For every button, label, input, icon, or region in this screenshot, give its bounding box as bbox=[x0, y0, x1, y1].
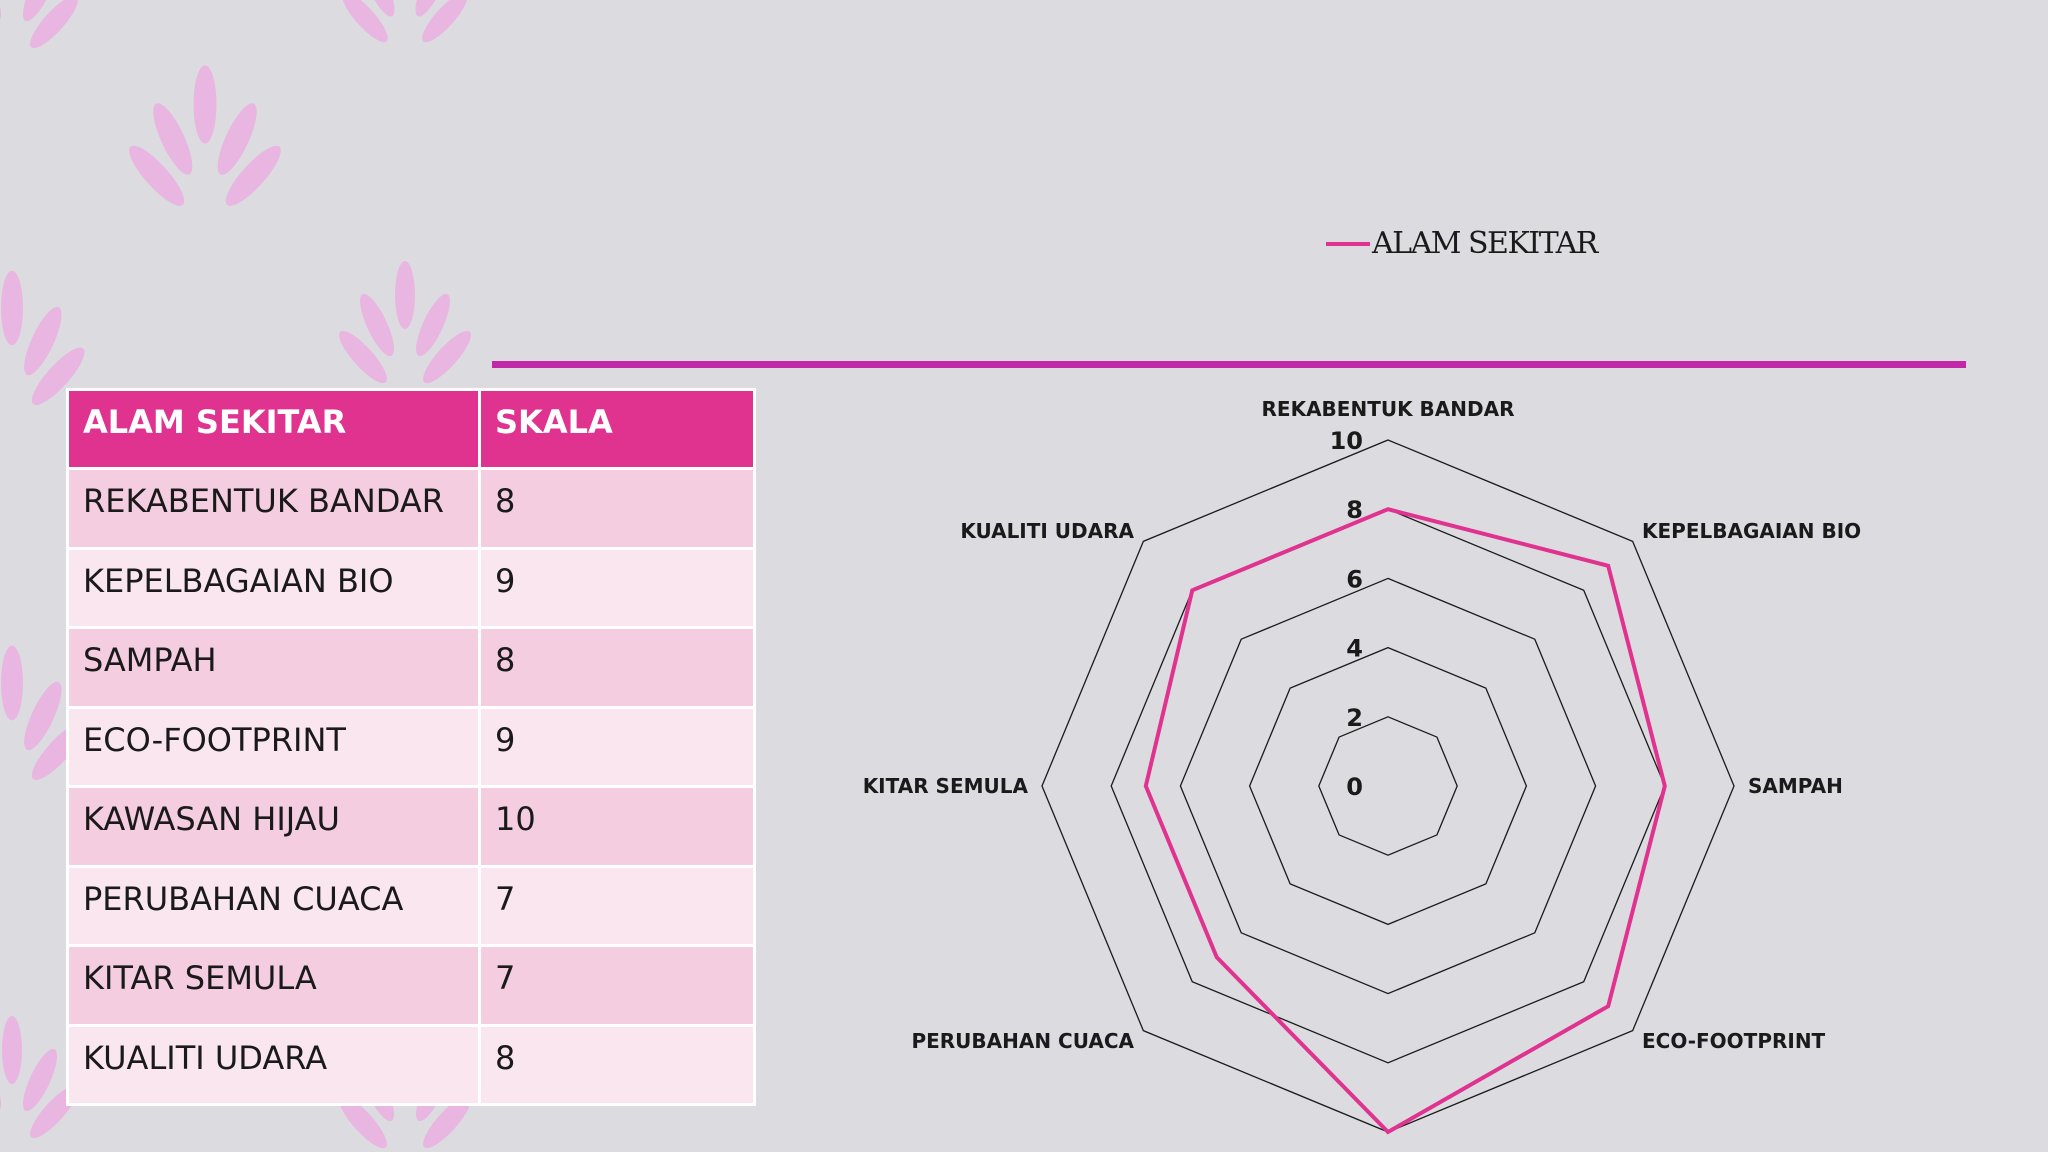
table-cell-label: KUALITI UDARA bbox=[66, 1023, 481, 1106]
category-label: REKABENTUK BANDAR bbox=[1262, 397, 1515, 421]
tick-label: 2 bbox=[1346, 704, 1363, 732]
table-row: SAMPAH 8 bbox=[66, 626, 756, 709]
category-label: ECO-FOOTPRINT bbox=[1642, 1029, 1826, 1053]
table-row: KEPELBAGAIAN BIO 9 bbox=[66, 546, 756, 629]
table-cell-value: 8 bbox=[478, 626, 756, 709]
table-cell-value: 7 bbox=[478, 864, 756, 947]
tick-label: 0 bbox=[1346, 773, 1363, 801]
tick-label: 8 bbox=[1346, 496, 1363, 524]
table-header-cell: ALAM SEKITAR bbox=[66, 388, 481, 470]
leaf-sprig-decoration bbox=[1, 270, 85, 405]
leaf-sprig-decoration bbox=[0, 1016, 78, 1139]
leaf-decoration bbox=[0, 0, 471, 1149]
table-row: KAWASAN HIJAU 10 bbox=[66, 785, 756, 868]
table-cell-label: SAMPAH bbox=[66, 626, 481, 709]
table-cell-label: ECO-FOOTPRINT bbox=[66, 705, 481, 788]
leaf-sprig-decoration bbox=[1, 645, 85, 780]
grid-ring bbox=[1179, 577, 1597, 995]
series-line bbox=[1143, 507, 1667, 1135]
category-label: KITAR SEMULA bbox=[863, 774, 1029, 798]
table-row: REKABENTUK BANDAR 8 bbox=[66, 467, 756, 550]
table-row: PERUBAHAN CUACA 7 bbox=[66, 864, 756, 947]
grid-ring bbox=[1318, 716, 1458, 856]
category-label: KEPELBAGAIAN BIO bbox=[1642, 519, 1861, 543]
table-cell-value: 9 bbox=[478, 546, 756, 629]
legend-swatch bbox=[1326, 241, 1370, 246]
chart-legend: ALAM SEKITAR bbox=[1326, 226, 1598, 261]
grid-ring bbox=[1248, 646, 1528, 926]
tick-label: 4 bbox=[1346, 635, 1363, 663]
table-cell-value: 7 bbox=[478, 944, 756, 1027]
leaf-sprig-decoration bbox=[129, 65, 281, 206]
leaf-sprig-decoration bbox=[342, 0, 468, 43]
table-cell-value: 10 bbox=[478, 785, 756, 868]
grid-ring bbox=[1110, 508, 1666, 1064]
table-cell-label: KEPELBAGAIAN BIO bbox=[66, 546, 481, 629]
table-cell-label: PERUBAHAN CUACA bbox=[66, 864, 481, 947]
table-row: ECO-FOOTPRINT 9 bbox=[66, 705, 756, 788]
category-label: PERUBAHAN CUACA bbox=[911, 1029, 1134, 1053]
table-cell-label: KITAR SEMULA bbox=[66, 944, 481, 1027]
data-table: ALAM SEKITAR SKALA REKABENTUK BANDAR 8 K… bbox=[66, 388, 756, 1106]
table-header-cell: SKALA bbox=[478, 388, 756, 470]
table-header-row: ALAM SEKITAR SKALA bbox=[66, 388, 756, 470]
table-row: KITAR SEMULA 7 bbox=[66, 944, 756, 1027]
leaf-sprig-decoration bbox=[0, 0, 78, 49]
category-label: SAMPAH bbox=[1748, 774, 1843, 798]
table-cell-label: KAWASAN HIJAU bbox=[66, 785, 481, 868]
table-cell-value: 8 bbox=[478, 467, 756, 550]
legend-label: ALAM SEKITAR bbox=[1372, 226, 1598, 261]
table-cell-label: REKABENTUK BANDAR bbox=[66, 467, 481, 550]
leaf-sprig-decoration bbox=[339, 261, 471, 384]
table-row: KUALITI UDARA 8 bbox=[66, 1023, 756, 1106]
tick-label: 6 bbox=[1346, 565, 1363, 593]
category-label: KUALITI UDARA bbox=[960, 519, 1134, 543]
accent-divider-line bbox=[492, 361, 1966, 368]
table-cell-value: 8 bbox=[478, 1023, 756, 1106]
tick-label: 10 bbox=[1330, 427, 1363, 455]
table-cell-value: 9 bbox=[478, 705, 756, 788]
